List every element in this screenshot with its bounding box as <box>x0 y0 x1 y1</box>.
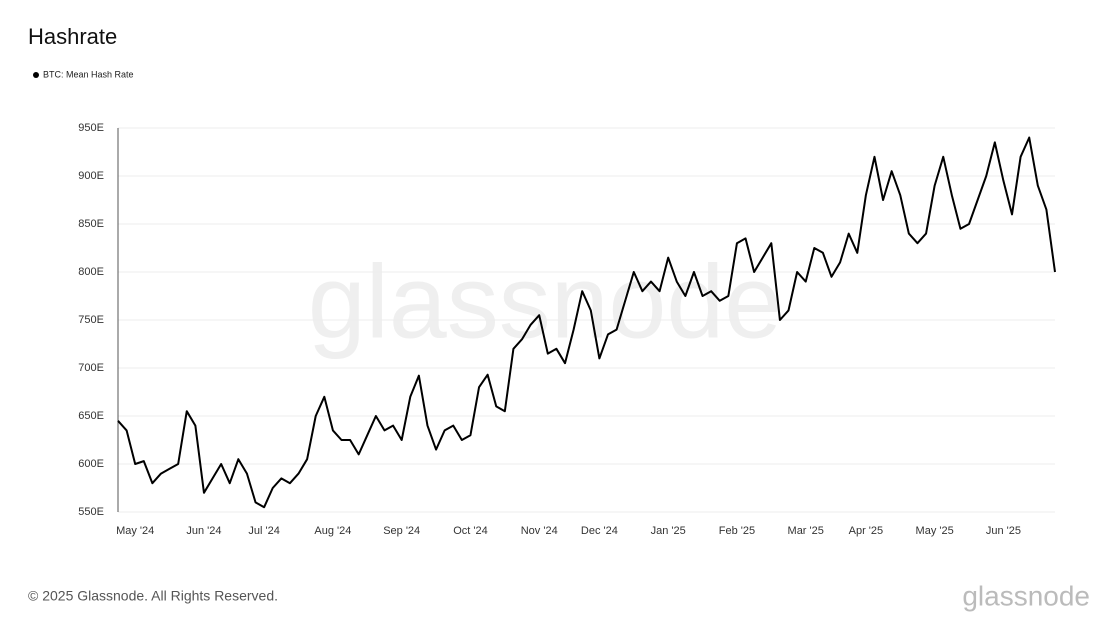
x-tick-label: Jul '24 <box>248 525 279 537</box>
y-tick-label: 700E <box>78 362 104 374</box>
legend-marker <box>33 72 39 78</box>
y-tick-label: 850E <box>78 218 104 230</box>
y-tick-label: 950E <box>78 122 104 134</box>
y-tick-label: 650E <box>78 410 104 422</box>
x-tick-label: Jun '25 <box>986 525 1021 537</box>
x-tick-label: Oct '24 <box>453 525 488 537</box>
x-tick-label: May '24 <box>116 525 154 537</box>
y-tick-label: 800E <box>78 266 104 278</box>
x-tick-label: Apr '25 <box>849 525 884 537</box>
legend-label: BTC: Mean Hash Rate <box>43 69 134 79</box>
x-tick-label: Feb '25 <box>719 525 755 537</box>
y-tick-label: 750E <box>78 314 104 326</box>
x-tick-label: Aug '24 <box>314 525 351 537</box>
chart-title: Hashrate <box>28 24 117 49</box>
x-tick-label: Nov '24 <box>521 525 558 537</box>
y-tick-label: 550E <box>78 506 104 518</box>
y-tick-label: 900E <box>78 170 104 182</box>
x-tick-label: Mar '25 <box>788 525 824 537</box>
y-tick-label: 600E <box>78 458 104 470</box>
x-tick-label: May '25 <box>916 525 954 537</box>
logo: glassnode <box>962 580 1090 611</box>
x-tick-label: Dec '24 <box>581 525 618 537</box>
line-series <box>117 136 1056 509</box>
x-tick-label: Jan '25 <box>651 525 686 537</box>
footer: © 2025 Glassnode. All Rights Reserved. <box>28 588 278 604</box>
x-tick-label: Jun '24 <box>186 525 221 537</box>
x-tick-label: Sep '24 <box>383 525 420 537</box>
